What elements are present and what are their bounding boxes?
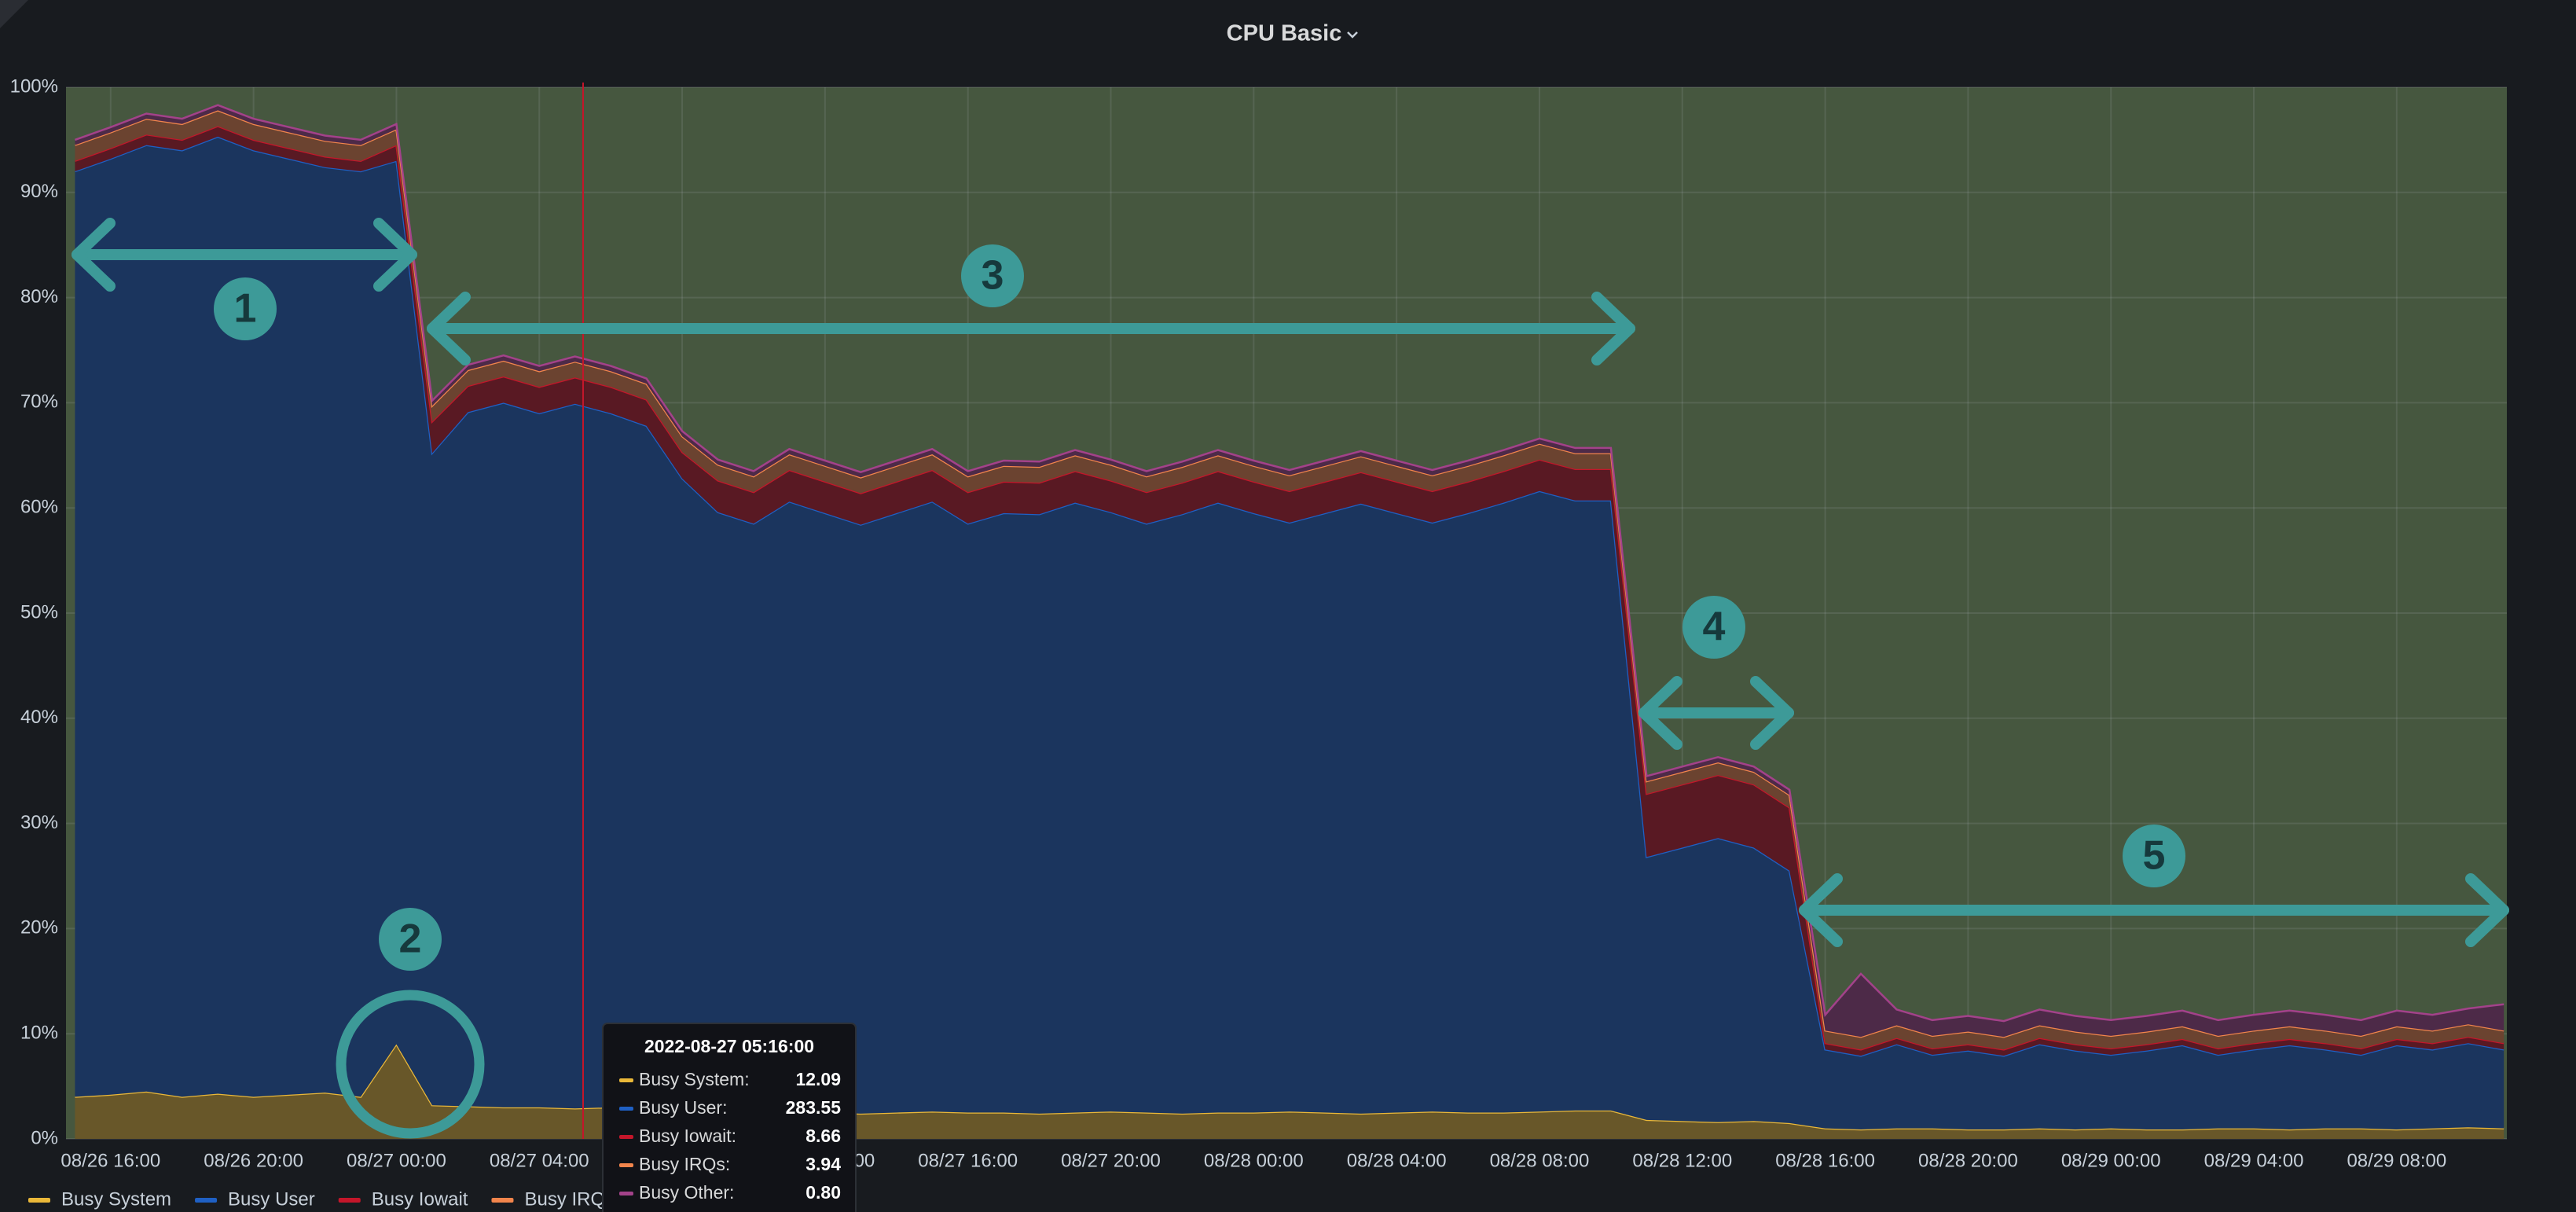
y-tick-label: 10% bbox=[20, 1023, 58, 1044]
y-tick-label: 20% bbox=[20, 917, 58, 938]
tooltip-title: 2022-08-27 05:16:00 bbox=[644, 1036, 814, 1056]
y-tick-label: 60% bbox=[20, 497, 58, 518]
x-tick-label: 08/28 08:00 bbox=[1490, 1150, 1590, 1171]
annotation-number: 1 bbox=[234, 286, 257, 332]
legend-swatch bbox=[195, 1198, 217, 1203]
legend-swatch bbox=[339, 1198, 361, 1203]
x-tick-label: 08/28 16:00 bbox=[1775, 1150, 1875, 1171]
tooltip-swatch bbox=[619, 1192, 633, 1195]
x-tick-label: 08/29 08:00 bbox=[2347, 1150, 2446, 1171]
y-tick-label: 70% bbox=[20, 391, 58, 413]
tooltip-swatch bbox=[619, 1163, 633, 1167]
y-tick-label: 90% bbox=[20, 181, 58, 202]
tooltip-value: 283.55 bbox=[786, 1097, 842, 1118]
tooltip-swatch bbox=[619, 1135, 633, 1139]
tooltip-name: Busy System: bbox=[639, 1069, 750, 1089]
tooltip-value: 0.80 bbox=[805, 1182, 841, 1203]
y-tick-label: 40% bbox=[20, 707, 58, 728]
y-tick-label: 100% bbox=[10, 75, 58, 97]
legend-label: Busy IRQs bbox=[524, 1188, 615, 1210]
legend-label: Busy User bbox=[228, 1188, 315, 1210]
tooltip-swatch bbox=[619, 1078, 633, 1082]
x-tick-label: 08/28 20:00 bbox=[1918, 1150, 2018, 1171]
annotation-number: 3 bbox=[982, 253, 1004, 299]
panel-title[interactable]: CPU Basic bbox=[1227, 21, 1342, 46]
tooltip-value: 12.09 bbox=[795, 1069, 841, 1089]
x-tick-label: 08/27 00:00 bbox=[347, 1150, 446, 1171]
legend-swatch bbox=[491, 1198, 513, 1203]
x-tick-label: 08/26 20:00 bbox=[204, 1150, 303, 1171]
x-tick-label: 08/26 16:00 bbox=[61, 1150, 160, 1171]
tooltip-swatch bbox=[619, 1107, 633, 1111]
annotation-number: 4 bbox=[1703, 604, 1726, 650]
x-tick-label: 08/29 00:00 bbox=[2061, 1150, 2161, 1171]
x-tick-label: 08/28 00:00 bbox=[1204, 1150, 1304, 1171]
x-tick-label: 08/28 04:00 bbox=[1347, 1150, 1447, 1171]
tooltip-name: Busy Iowait: bbox=[639, 1126, 736, 1146]
legend-label: Busy Iowait bbox=[372, 1188, 468, 1210]
tooltip-name: Busy User: bbox=[639, 1097, 727, 1118]
tooltip-name: Busy IRQs: bbox=[639, 1154, 730, 1174]
x-tick-label: 08/27 20:00 bbox=[1061, 1150, 1161, 1171]
x-tick-label: 08/28 12:00 bbox=[1632, 1150, 1732, 1171]
tooltip-value: 3.94 bbox=[805, 1154, 841, 1174]
y-tick-label: 80% bbox=[20, 286, 58, 307]
x-tick-label: 08/27 04:00 bbox=[490, 1150, 589, 1171]
x-tick-label: 08/29 04:00 bbox=[2204, 1150, 2304, 1171]
legend-swatch bbox=[28, 1198, 50, 1203]
annotation-number: 5 bbox=[2143, 833, 2166, 879]
y-tick-label: 30% bbox=[20, 812, 58, 833]
legend-label: Busy System bbox=[61, 1188, 171, 1210]
tooltip-value: 8.66 bbox=[805, 1126, 841, 1146]
y-tick-label: 0% bbox=[31, 1127, 58, 1148]
tooltip-name: Busy Other: bbox=[639, 1182, 734, 1203]
x-tick-label: 08/27 16:00 bbox=[918, 1150, 1018, 1171]
y-tick-label: 50% bbox=[20, 601, 58, 623]
tooltip: 2022-08-27 05:16:00 Busy System: 12.09 Busy… bbox=[603, 1023, 856, 1212]
annotation-number: 2 bbox=[399, 916, 422, 962]
